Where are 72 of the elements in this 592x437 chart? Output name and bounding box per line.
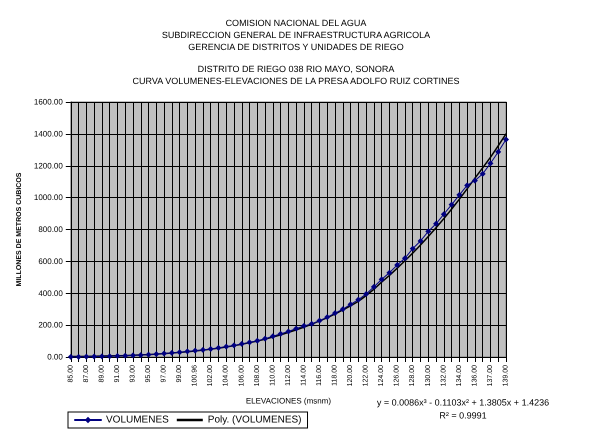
point bbox=[456, 192, 462, 198]
point bbox=[433, 220, 440, 227]
point bbox=[464, 182, 470, 188]
point bbox=[425, 228, 432, 234]
point bbox=[394, 262, 400, 268]
y-tick-label: 1000.00 bbox=[34, 193, 64, 202]
point bbox=[448, 202, 455, 208]
point bbox=[246, 339, 253, 346]
point bbox=[300, 322, 307, 329]
point bbox=[386, 270, 392, 276]
point bbox=[192, 348, 198, 354]
y-tick-label: 200.00 bbox=[38, 320, 64, 330]
y-tick-label: 800.00 bbox=[38, 225, 64, 234]
point bbox=[270, 333, 276, 340]
point bbox=[254, 338, 260, 344]
point bbox=[68, 354, 74, 360]
point bbox=[378, 276, 385, 282]
point bbox=[324, 314, 330, 320]
point bbox=[363, 291, 370, 298]
point bbox=[418, 238, 424, 244]
point bbox=[215, 344, 222, 351]
point bbox=[114, 353, 120, 360]
point bbox=[176, 349, 183, 356]
point bbox=[98, 353, 105, 360]
y-tick-label: 1600.00 bbox=[34, 98, 64, 106]
y-tick-label: 0.00 bbox=[47, 352, 64, 362]
point bbox=[238, 340, 245, 347]
point bbox=[503, 136, 509, 142]
point bbox=[76, 354, 82, 360]
point bbox=[153, 351, 160, 358]
point bbox=[208, 346, 214, 352]
point bbox=[355, 296, 362, 303]
point bbox=[348, 301, 354, 308]
point bbox=[332, 310, 338, 316]
point bbox=[83, 354, 90, 360]
y-tick-label: 400.00 bbox=[38, 288, 64, 298]
point bbox=[231, 342, 238, 348]
point bbox=[168, 350, 175, 356]
text: y = 0.0086x³ - 0.1103x² + 1.3805x + 1.4236 bbox=[376, 398, 550, 408]
point bbox=[262, 336, 268, 342]
point bbox=[410, 246, 416, 252]
point bbox=[146, 352, 152, 358]
point bbox=[487, 160, 494, 166]
point bbox=[472, 178, 478, 184]
point bbox=[402, 255, 408, 262]
y-tick-label: 600.00 bbox=[38, 256, 64, 266]
x-axis-title: ELEVACIONES (msnm) bbox=[246, 396, 332, 406]
point bbox=[122, 352, 128, 359]
point bbox=[278, 330, 284, 337]
y-tick-label: 1200.00 bbox=[34, 161, 64, 170]
point bbox=[184, 348, 190, 354]
point bbox=[285, 328, 292, 334]
point bbox=[138, 352, 144, 358]
text: R² = 0.9991 bbox=[439, 410, 487, 420]
point bbox=[480, 170, 486, 177]
y-tick-label: 1400.00 bbox=[34, 129, 64, 138]
point bbox=[223, 344, 230, 350]
point bbox=[91, 354, 98, 360]
point bbox=[440, 211, 447, 218]
point bbox=[200, 346, 206, 353]
point bbox=[316, 318, 322, 324]
point bbox=[495, 148, 502, 155]
chart-subtitle: DISTRITO DE RIEGO 038 RIO MAYO, SONORA CURVA VOLUMENES-ELEVACIONES DE LA PRESA ADOLFO RUIZ CORTINES bbox=[132, 64, 460, 86]
chart-title: COMISION NACIONAL DEL AGUA SUBDIRECCION GENERAL DE INFRAESTRUCTURA AGRICOLA GERENCIA DE DISTRITOS Y UNIDADES DE RIEGO bbox=[162, 18, 430, 52]
point bbox=[106, 353, 113, 360]
legend-label: VOLUMENES bbox=[106, 414, 170, 426]
point bbox=[161, 350, 168, 356]
point bbox=[340, 306, 346, 312]
point bbox=[370, 284, 377, 290]
legend-label: Poly. (VOLUMENES) bbox=[208, 414, 302, 426]
point bbox=[293, 326, 300, 332]
point bbox=[308, 320, 315, 327]
